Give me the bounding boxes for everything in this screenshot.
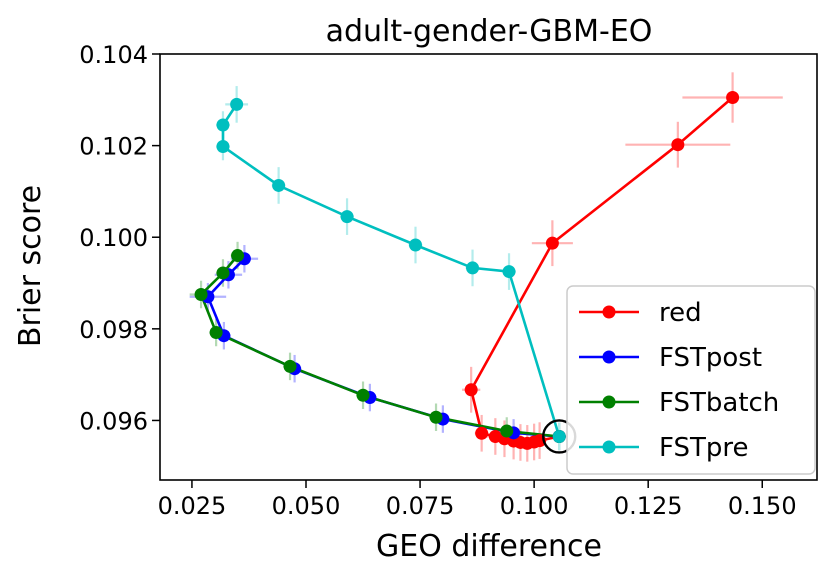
red-point — [671, 138, 685, 152]
y-tick-label: 0.104 — [79, 41, 148, 69]
fstpre-point — [272, 178, 286, 192]
fstbatch-point — [429, 410, 443, 424]
fstbatch-point — [209, 326, 223, 340]
fstbatch-point — [216, 266, 230, 280]
y-tick-label: 0.098 — [79, 316, 148, 344]
fstpost-legend-marker — [602, 350, 616, 364]
fstbatch-series-line — [199, 254, 560, 438]
y-axis-ticks: 0.096 0.098 0.100 0.102 0.104 — [79, 41, 160, 435]
fstpre-point — [230, 97, 244, 111]
red-legend-marker — [602, 305, 616, 319]
fstpre-legend-marker — [602, 440, 616, 454]
x-tick-label: 0.100 — [500, 492, 569, 520]
y-tick-label: 0.096 — [79, 407, 148, 435]
red-point — [545, 236, 559, 250]
chart-title: adult-gender-GBM-EO — [326, 14, 653, 49]
fstpre-point — [552, 429, 566, 443]
fstbatch-point — [283, 359, 297, 373]
fstpost-series-line — [206, 257, 560, 438]
red-point — [726, 91, 740, 105]
fstbatch-point — [231, 249, 245, 263]
fstbatch-legend-marker — [602, 395, 616, 409]
red-point — [464, 383, 478, 397]
y-axis-label: Brier score — [13, 185, 48, 347]
fstpre-point — [466, 261, 480, 275]
legend: red FSTpost FSTbatch FSTpre — [566, 285, 816, 475]
x-axis-label: GEO difference — [376, 529, 602, 564]
fstbatch-point — [356, 388, 370, 402]
x-tick-label: 0.025 — [158, 492, 227, 520]
x-tick-label: 0.125 — [614, 492, 683, 520]
fstbatch-point — [194, 287, 208, 301]
fstpre-point — [409, 238, 422, 252]
legend-box — [566, 285, 816, 475]
y-tick-label: 0.102 — [79, 133, 148, 161]
fstpre-point — [216, 118, 230, 132]
red-legend-label: red — [659, 298, 702, 328]
fstpre-point — [340, 210, 354, 224]
x-tick-label: 0.050 — [272, 492, 341, 520]
y-tick-label: 0.100 — [79, 224, 148, 252]
fstpost-legend-label: FSTpost — [659, 343, 762, 373]
fstbatch-legend-label: FSTbatch — [659, 388, 779, 418]
fstpre-point — [216, 140, 230, 154]
x-tick-label: 0.150 — [728, 492, 797, 520]
plot-frame — [159, 53, 818, 481]
x-tick-label: 0.075 — [386, 492, 455, 520]
fstbatch-point — [500, 424, 514, 438]
fstpre-point — [502, 265, 516, 279]
red-point — [475, 426, 489, 440]
fstpre-legend-label: FSTpre — [659, 433, 749, 463]
x-axis-ticks: 0.025 0.050 0.075 0.100 0.125 0.150 — [158, 480, 797, 520]
